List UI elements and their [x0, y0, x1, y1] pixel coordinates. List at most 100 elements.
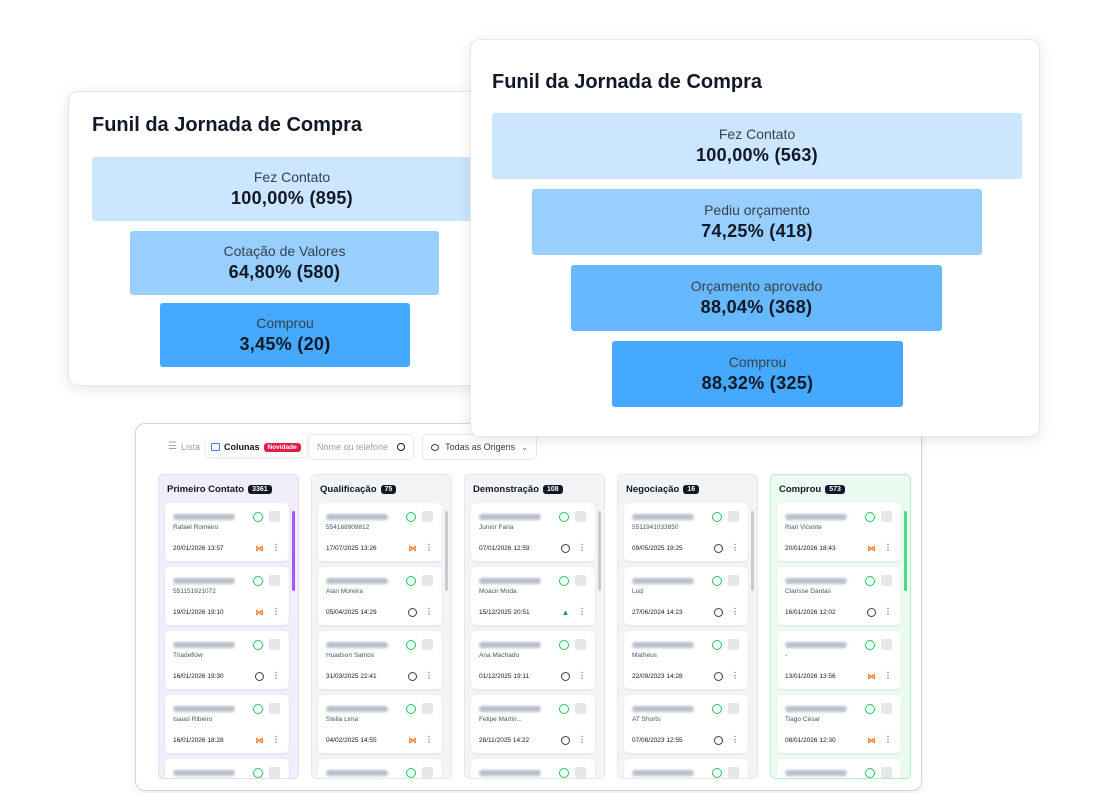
- column-scrollbar[interactable]: [292, 511, 295, 591]
- whatsapp-icon[interactable]: [406, 640, 416, 650]
- select-checkbox[interactable]: [728, 767, 739, 778]
- lead-card[interactable]: Triadeflow 16/01/2026 19:30 ⋮: [165, 631, 289, 689]
- whatsapp-icon[interactable]: [406, 768, 416, 778]
- column-scrollbar[interactable]: [445, 511, 448, 591]
- select-checkbox[interactable]: [269, 575, 280, 586]
- more-options-icon[interactable]: ⋮: [272, 671, 280, 680]
- whatsapp-icon[interactable]: [865, 640, 875, 650]
- lead-card[interactable]: Ana Machado 01/12/2025 19:11 ⋮: [471, 631, 595, 689]
- select-checkbox[interactable]: [422, 703, 433, 714]
- select-checkbox[interactable]: [575, 639, 586, 650]
- lead-card[interactable]: 554168909812 17/07/2025 13:26 ⋈ ⋮: [318, 503, 442, 561]
- lead-card[interactable]: - 13/01/2026 13:56 ⋈ ⋮: [777, 631, 901, 689]
- whatsapp-icon[interactable]: [865, 576, 875, 586]
- lead-card[interactable]: AT Shorts 07/08/2023 12:55 ⋮: [624, 695, 748, 753]
- lead-card[interactable]: Matheus 22/09/2023 14:28 ⋮: [624, 631, 748, 689]
- whatsapp-icon[interactable]: [865, 768, 875, 778]
- whatsapp-icon[interactable]: [559, 512, 569, 522]
- select-checkbox[interactable]: [881, 575, 892, 586]
- lead-card[interactable]: Clarisse Dantas 16/01/2026 12:02 ⋮: [777, 567, 901, 625]
- lead-card[interactable]: Moacir Moda 15/12/2025 20:51 ▲ ⋮: [471, 567, 595, 625]
- more-options-icon[interactable]: ⋮: [425, 543, 433, 552]
- select-checkbox[interactable]: [422, 767, 433, 778]
- whatsapp-icon[interactable]: [712, 704, 722, 714]
- select-checkbox[interactable]: [575, 575, 586, 586]
- view-toggle-colunas[interactable]: Colunas Novidade: [206, 437, 306, 457]
- whatsapp-icon[interactable]: [406, 512, 416, 522]
- more-options-icon[interactable]: ⋮: [731, 671, 739, 680]
- select-checkbox[interactable]: [728, 703, 739, 714]
- whatsapp-icon[interactable]: [406, 704, 416, 714]
- select-checkbox[interactable]: [881, 703, 892, 714]
- lead-card[interactable]: [471, 759, 595, 778]
- more-options-icon[interactable]: ⋮: [425, 671, 433, 680]
- more-options-icon[interactable]: ⋮: [578, 671, 586, 680]
- select-checkbox[interactable]: [575, 511, 586, 522]
- more-options-icon[interactable]: ⋮: [731, 735, 739, 744]
- lead-card[interactable]: 551151921072 19/01/2026 19:10 ⋈ ⋮: [165, 567, 289, 625]
- whatsapp-icon[interactable]: [559, 640, 569, 650]
- whatsapp-icon[interactable]: [559, 576, 569, 586]
- whatsapp-icon[interactable]: [253, 576, 263, 586]
- select-checkbox[interactable]: [269, 767, 280, 778]
- select-checkbox[interactable]: [422, 639, 433, 650]
- whatsapp-icon[interactable]: [406, 576, 416, 586]
- lead-card[interactable]: [165, 759, 289, 778]
- more-options-icon[interactable]: ⋮: [425, 607, 433, 616]
- more-options-icon[interactable]: ⋮: [578, 735, 586, 744]
- lead-card[interactable]: [624, 759, 748, 778]
- whatsapp-icon[interactable]: [865, 512, 875, 522]
- select-checkbox[interactable]: [575, 767, 586, 778]
- select-checkbox[interactable]: [728, 575, 739, 586]
- select-checkbox[interactable]: [269, 639, 280, 650]
- lead-card[interactable]: Luiz 27/06/2024 14:23 ⋮: [624, 567, 748, 625]
- column-scrollbar[interactable]: [904, 511, 907, 591]
- column-scrollbar[interactable]: [751, 511, 754, 591]
- select-checkbox[interactable]: [269, 511, 280, 522]
- more-options-icon[interactable]: ⋮: [884, 607, 892, 616]
- lead-card[interactable]: Junior Faria 07/01/2026 12:59 ⋮: [471, 503, 595, 561]
- whatsapp-icon[interactable]: [865, 704, 875, 714]
- whatsapp-icon[interactable]: [712, 768, 722, 778]
- view-toggle-lista[interactable]: ☰ Lista: [168, 441, 200, 452]
- select-checkbox[interactable]: [881, 639, 892, 650]
- more-options-icon[interactable]: ⋮: [272, 607, 280, 616]
- column-scrollbar[interactable]: [598, 511, 601, 591]
- more-options-icon[interactable]: ⋮: [884, 671, 892, 680]
- whatsapp-icon[interactable]: [712, 512, 722, 522]
- select-checkbox[interactable]: [422, 511, 433, 522]
- lead-card[interactable]: Isaias Ribeiro 16/01/2026 18:28 ⋈ ⋮: [165, 695, 289, 753]
- whatsapp-icon[interactable]: [559, 704, 569, 714]
- more-options-icon[interactable]: ⋮: [272, 735, 280, 744]
- whatsapp-icon[interactable]: [559, 768, 569, 778]
- lead-card[interactable]: Tiago César 08/01/2026 12:30 ⋈ ⋮: [777, 695, 901, 753]
- more-options-icon[interactable]: ⋮: [272, 543, 280, 552]
- lead-card[interactable]: Stella Lima 04/02/2025 14:55 ⋈ ⋮: [318, 695, 442, 753]
- lead-card[interactable]: Huadson Santos 31/03/2025 22:41 ⋮: [318, 631, 442, 689]
- select-checkbox[interactable]: [728, 639, 739, 650]
- select-checkbox[interactable]: [728, 511, 739, 522]
- lead-card[interactable]: Felipe Martin... 28/11/2025 14:22 ⋮: [471, 695, 595, 753]
- select-checkbox[interactable]: [575, 703, 586, 714]
- more-options-icon[interactable]: ⋮: [578, 543, 586, 552]
- more-options-icon[interactable]: ⋮: [731, 543, 739, 552]
- lead-card[interactable]: Alan Moreira 05/04/2025 14:29 ⋮: [318, 567, 442, 625]
- more-options-icon[interactable]: ⋮: [578, 607, 586, 616]
- more-options-icon[interactable]: ⋮: [731, 607, 739, 616]
- whatsapp-icon[interactable]: [253, 512, 263, 522]
- select-checkbox[interactable]: [881, 511, 892, 522]
- more-options-icon[interactable]: ⋮: [884, 735, 892, 744]
- lead-card[interactable]: [318, 759, 442, 778]
- whatsapp-icon[interactable]: [712, 576, 722, 586]
- more-options-icon[interactable]: ⋮: [425, 735, 433, 744]
- lead-card[interactable]: [777, 759, 901, 778]
- lead-card[interactable]: Rafael Romeiro 20/01/2026 13:57 ⋈ ⋮: [165, 503, 289, 561]
- select-checkbox[interactable]: [269, 703, 280, 714]
- more-options-icon[interactable]: ⋮: [884, 543, 892, 552]
- whatsapp-icon[interactable]: [253, 704, 263, 714]
- lead-card[interactable]: 5511941033850 09/05/2025 19:25 ⋮: [624, 503, 748, 561]
- search-input[interactable]: Nome ou telefone: [308, 434, 414, 460]
- lead-card[interactable]: Rian Vicente 20/01/2026 18:43 ⋈ ⋮: [777, 503, 901, 561]
- select-checkbox[interactable]: [422, 575, 433, 586]
- origins-select[interactable]: Todas as Origens ⌄: [422, 434, 537, 460]
